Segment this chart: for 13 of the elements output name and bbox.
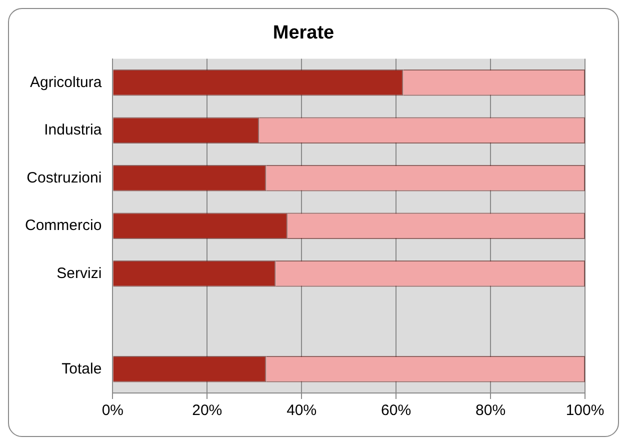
y-tick-label: Industria xyxy=(44,122,102,139)
chart-title: Merate xyxy=(272,22,334,44)
x-tick-label: 0% xyxy=(102,402,124,420)
y-tick-label: Costruzioni xyxy=(26,169,102,186)
x-tick-label: 40% xyxy=(286,402,317,420)
y-tick-label: Commercio xyxy=(24,217,102,234)
x-tick-label: 60% xyxy=(381,402,412,420)
y-tick-label: Agricoltura xyxy=(30,74,102,91)
y-tick-label: Totale xyxy=(62,360,102,378)
x-tick-label: 20% xyxy=(192,402,222,420)
y-tick-label: Servizi xyxy=(56,264,102,282)
x-tick-label: 100% xyxy=(566,402,604,420)
x-tick-label: 80% xyxy=(476,402,506,420)
